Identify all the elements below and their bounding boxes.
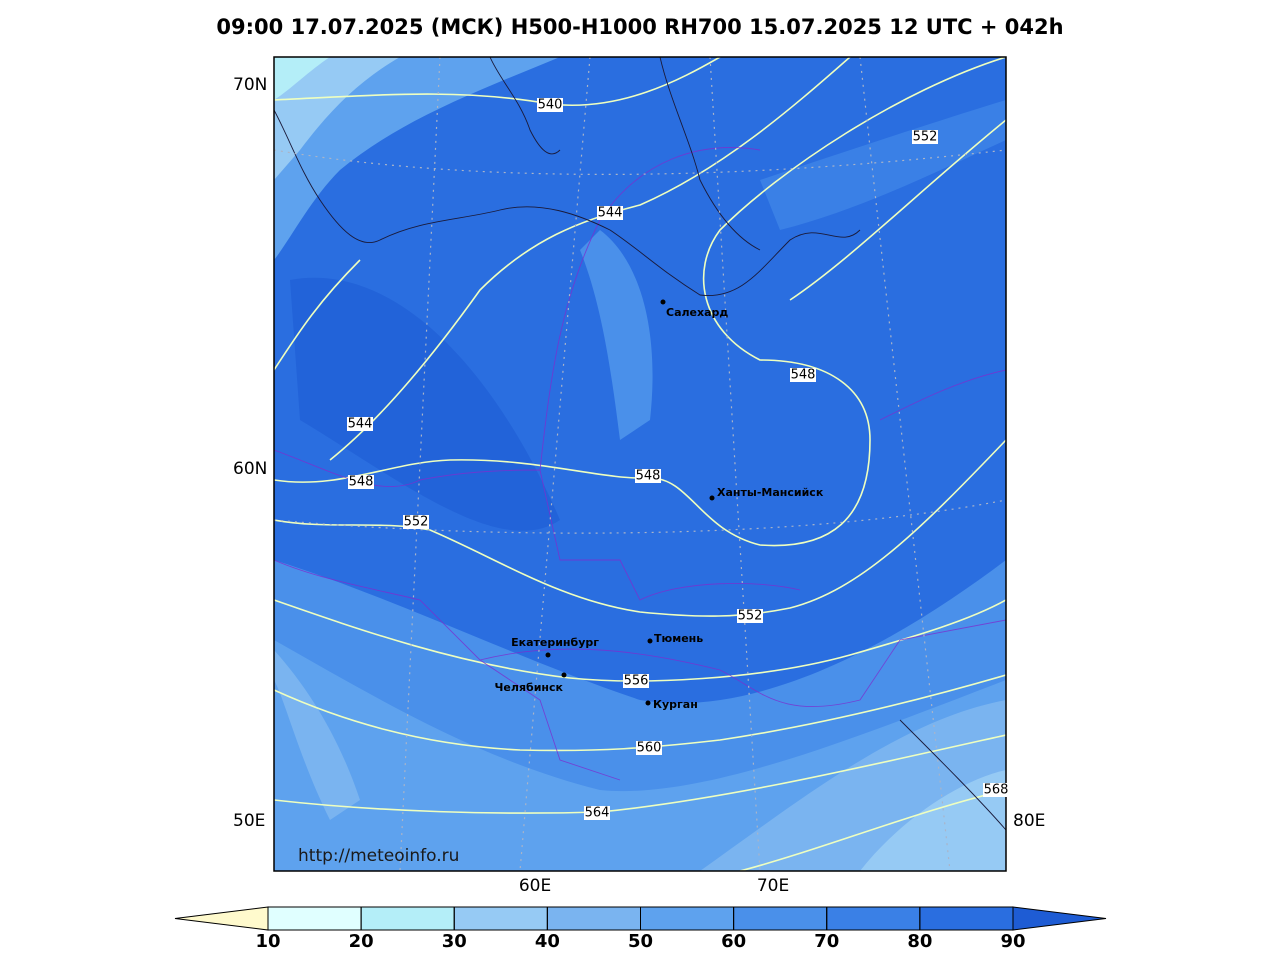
colorbar-high-end <box>1012 906 1107 931</box>
contour-label: 548 <box>636 469 661 484</box>
contour-label-box <box>636 741 662 755</box>
title: 09:00 17.07.2025 (МСК) H500-H1000 RH700 … <box>216 15 1063 39</box>
city-label: Челябинск <box>495 681 564 694</box>
contour-label: 552 <box>404 515 429 530</box>
city-label: Ханты-Мансийск <box>717 486 824 499</box>
contour-label: 568 <box>984 783 1009 798</box>
contour-label-box <box>347 417 373 431</box>
colorbar-box <box>267 906 362 931</box>
colorbar: 10 20 30 40 50 60 70 80 90 <box>174 906 1107 952</box>
colorbar-box <box>546 906 641 931</box>
colorbar-tick-label: 60 <box>721 931 746 952</box>
city-dot <box>561 672 567 678</box>
map-field <box>274 57 1006 871</box>
colorbar-tick-label: 50 <box>628 931 653 952</box>
contour-label-box <box>584 806 610 820</box>
contour-label: 564 <box>585 806 610 821</box>
contour-label: 552 <box>913 130 938 145</box>
city-label: Екатеринбург <box>511 636 599 649</box>
contour-label: 552 <box>738 609 763 624</box>
colorbar-box <box>360 906 455 931</box>
watermark: http://meteoinfo.ru <box>298 846 459 866</box>
city-label: Салехард <box>666 306 728 319</box>
contour-label-box <box>737 609 763 623</box>
city-label: Курган <box>653 698 698 711</box>
contour-label-box <box>403 515 429 529</box>
contour-label-box <box>983 783 1009 797</box>
city-dot <box>545 652 551 658</box>
colorbar-box <box>453 906 548 931</box>
colorbar-box <box>919 906 1014 931</box>
colorbar-tick-label: 80 <box>907 931 932 952</box>
lon-label: 60E <box>519 876 551 896</box>
contour-label-box <box>623 674 649 688</box>
city-label: Тюмень <box>654 632 703 645</box>
city-dot <box>660 299 666 305</box>
lon-label: 70E <box>757 876 789 896</box>
contour-label: 548 <box>349 475 374 490</box>
city-dot <box>647 638 653 644</box>
contour-label-box <box>348 475 374 489</box>
contour-label: 544 <box>598 206 623 221</box>
contour-label: 556 <box>624 674 649 689</box>
contour-label-box <box>635 469 661 483</box>
colorbar-tick-label: 90 <box>1000 931 1025 952</box>
colorbar-low-end <box>174 906 269 931</box>
contour-label: 540 <box>538 98 563 113</box>
contour-label: 544 <box>348 417 373 432</box>
colorbar-tick-label: 70 <box>814 931 839 952</box>
city-dot <box>709 495 715 501</box>
colorbar-tick-label: 10 <box>255 931 280 952</box>
contour-label: 560 <box>637 741 662 756</box>
city-dot <box>645 700 651 706</box>
map-frame <box>273 56 1007 872</box>
colorbar-tick-label: 40 <box>535 931 560 952</box>
contour-label: 548 <box>791 368 816 383</box>
colorbar-box <box>640 906 735 931</box>
colorbar-tick-label: 30 <box>442 931 467 952</box>
lat-label: 70N <box>233 75 267 95</box>
colorbar-box <box>733 906 828 931</box>
colorbar-box <box>826 906 921 931</box>
colorbar-tick-label: 20 <box>349 931 374 952</box>
lon-label: 80E <box>1013 811 1045 831</box>
contour-label-box <box>597 206 623 220</box>
contour-label-box <box>537 98 563 112</box>
contour-label-box <box>912 130 938 144</box>
lat-label: 60N <box>233 459 267 479</box>
contour-label-box <box>790 368 816 382</box>
lon-label: 50E <box>233 811 265 831</box>
